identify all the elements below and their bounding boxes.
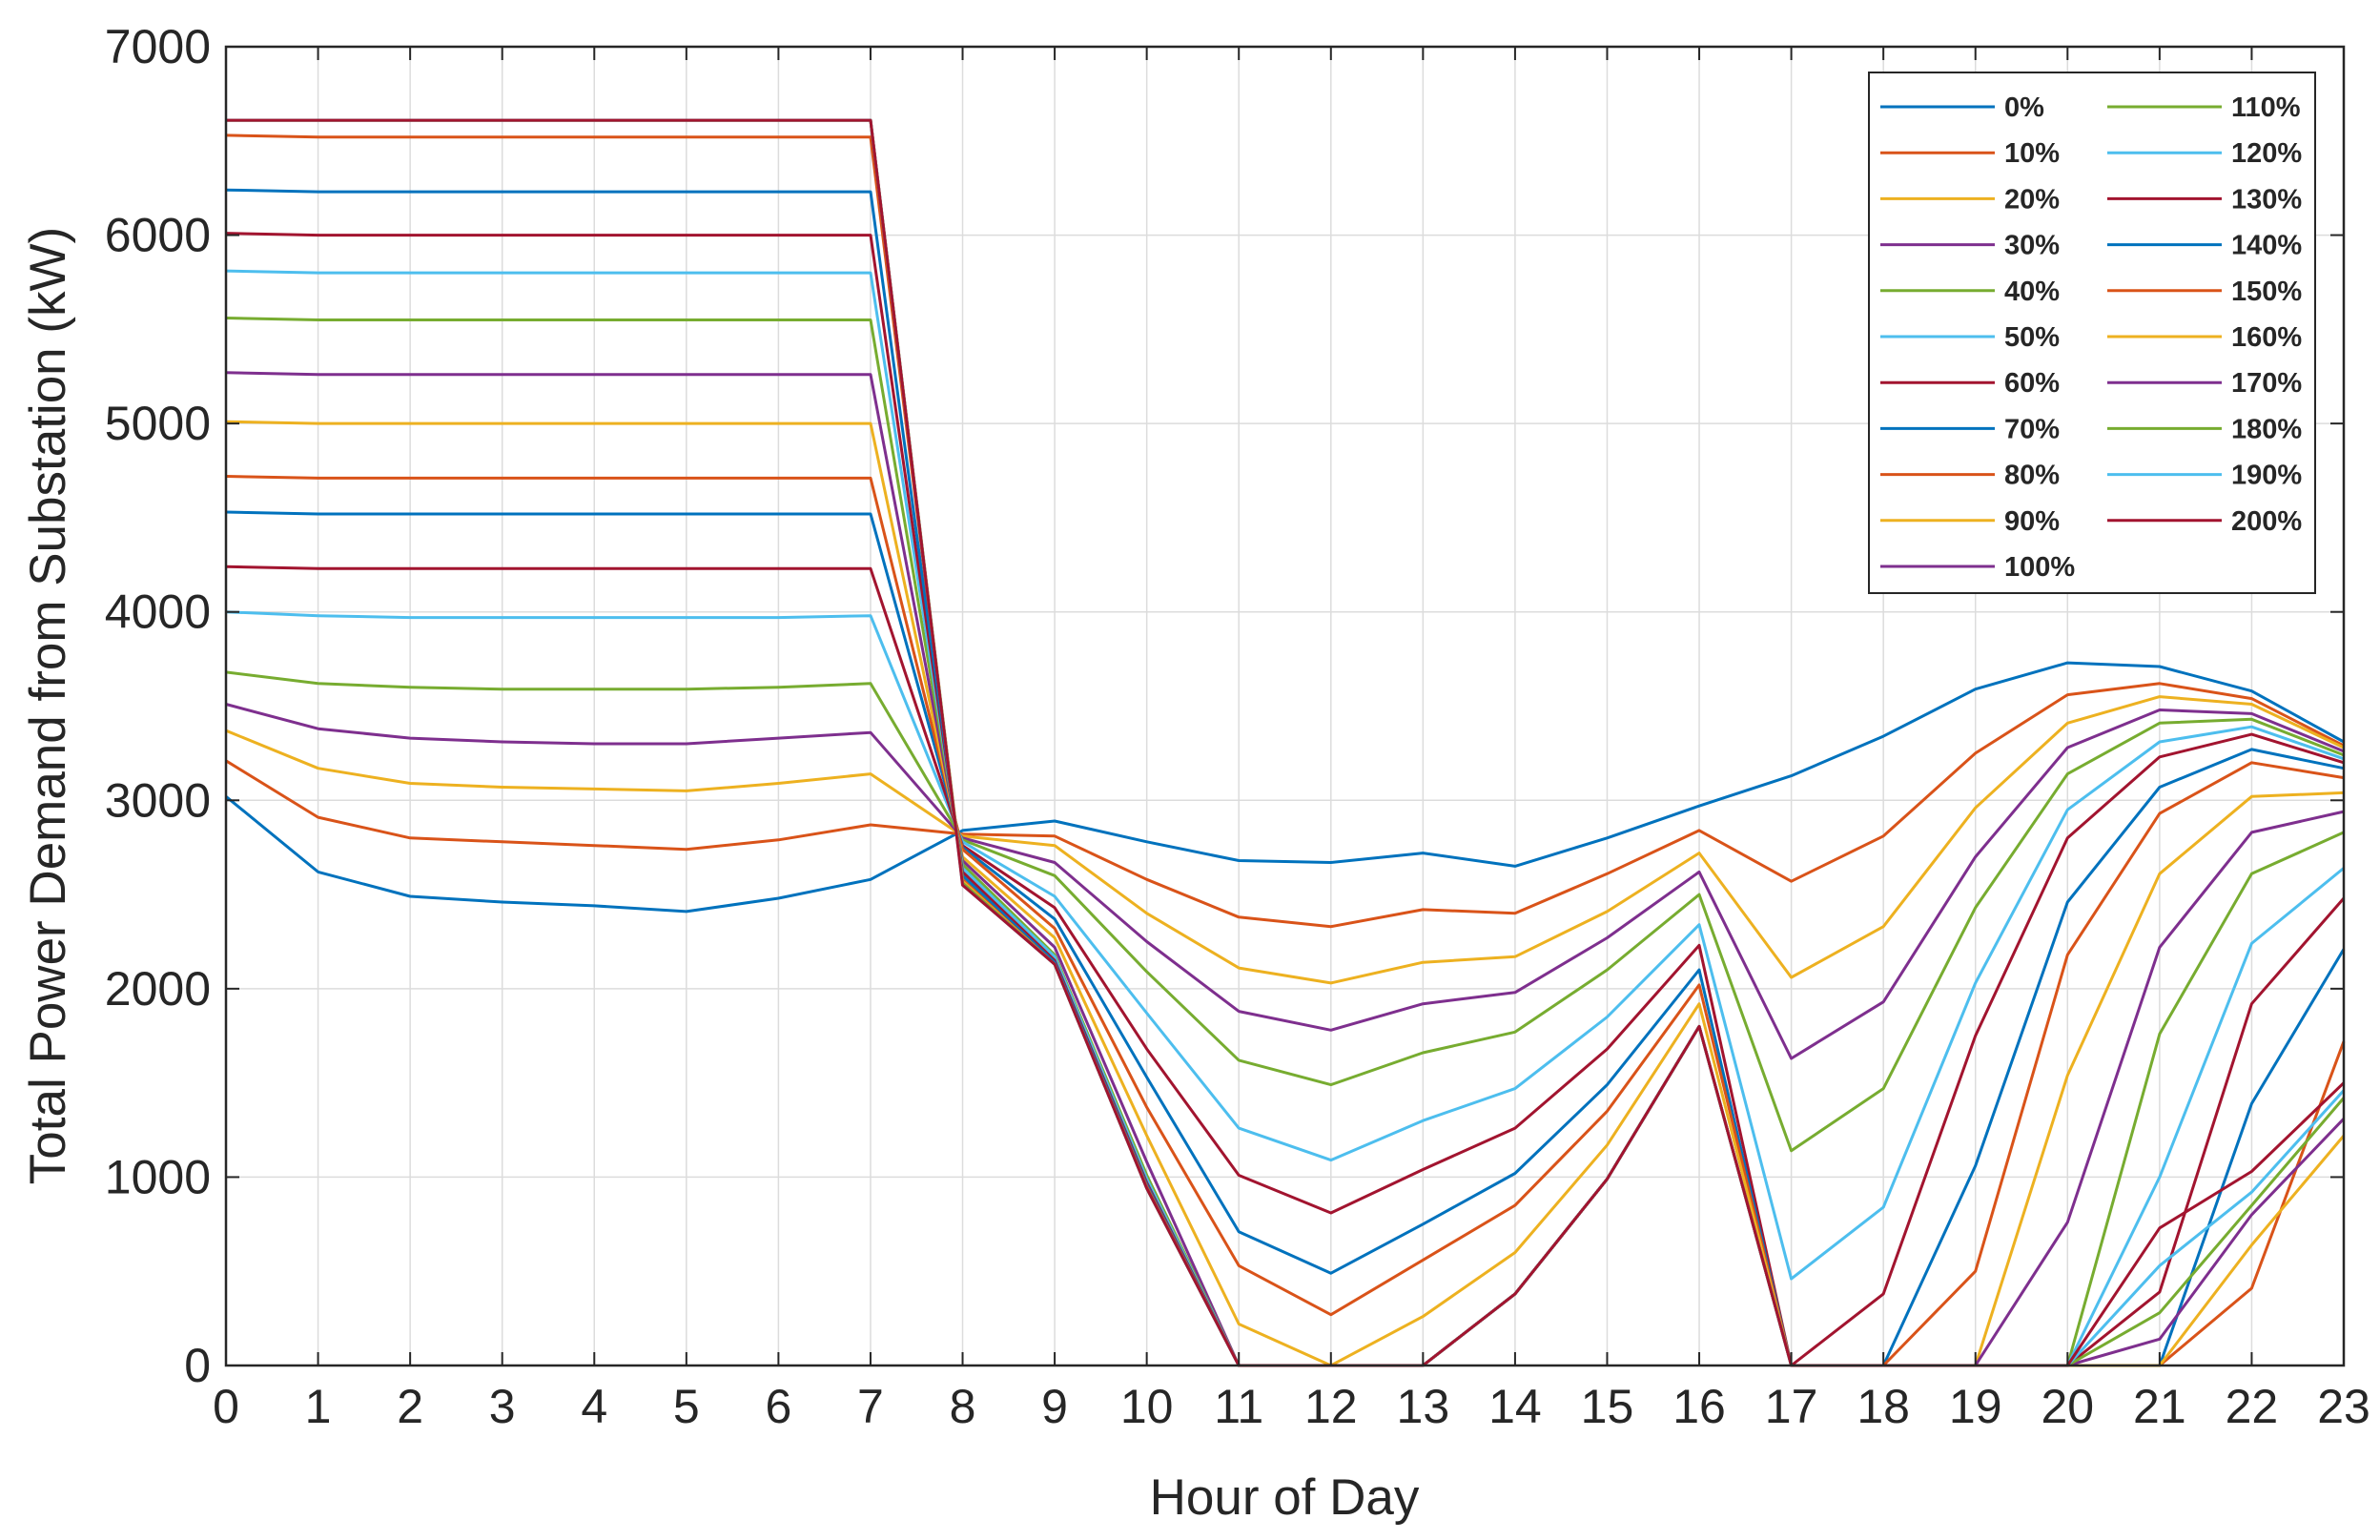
series-line bbox=[225, 703, 2345, 1060]
legend-label: 120% bbox=[2231, 138, 2302, 169]
legend-label: 20% bbox=[2004, 184, 2060, 215]
y-axis: 0 1000 2000 3000 4000 5000 6000 7000 bbox=[105, 20, 2344, 1392]
series-line bbox=[225, 565, 2345, 1367]
legend-label: 10% bbox=[2004, 138, 2060, 169]
x-tick-label: 1 bbox=[305, 1380, 332, 1433]
y-tick-label: 0 bbox=[184, 1339, 211, 1392]
y-tick-label: 5000 bbox=[105, 397, 211, 450]
x-tick-label: 16 bbox=[1672, 1380, 1726, 1433]
x-tick-label: 2 bbox=[397, 1380, 423, 1433]
x-tick-label: 21 bbox=[2133, 1380, 2186, 1433]
x-tick-label: 6 bbox=[765, 1380, 791, 1433]
series-line bbox=[225, 475, 2345, 1367]
legend-label: 100% bbox=[2004, 552, 2075, 583]
x-tick-label: 13 bbox=[1397, 1380, 1450, 1433]
x-tick-label: 20 bbox=[2041, 1380, 2094, 1433]
legend-label: 140% bbox=[2231, 231, 2302, 261]
x-tick-label: 0 bbox=[213, 1380, 239, 1433]
x-tick-label: 3 bbox=[489, 1380, 516, 1433]
x-tick-label: 19 bbox=[1949, 1380, 2002, 1433]
x-tick-label: 23 bbox=[2317, 1380, 2370, 1433]
legend-label: 50% bbox=[2004, 322, 2060, 353]
legend-label: 90% bbox=[2004, 506, 2060, 537]
x-axis-label: Hour of Day bbox=[1150, 1469, 1420, 1526]
legend-label: 160% bbox=[2231, 322, 2302, 353]
y-tick-label: 7000 bbox=[105, 20, 211, 73]
x-tick-label: 18 bbox=[1857, 1380, 1910, 1433]
x-tick-label: 9 bbox=[1041, 1380, 1068, 1433]
x-tick-label: 22 bbox=[2226, 1380, 2279, 1433]
legend-label: 40% bbox=[2004, 277, 2060, 307]
x-tick-label: 12 bbox=[1304, 1380, 1358, 1433]
x-tick-label: 10 bbox=[1120, 1380, 1174, 1433]
series-line bbox=[225, 670, 2345, 1153]
x-axis: 0 1 2 3 4 5 6 7 8 9 10 11 12 13 14 15 16 17 18 19 20 21 22 23 bbox=[213, 47, 2370, 1433]
x-tick-label: 14 bbox=[1488, 1380, 1542, 1433]
series-line bbox=[225, 682, 2345, 929]
legend-label: 150% bbox=[2231, 277, 2302, 307]
y-tick-label: 3000 bbox=[105, 773, 211, 827]
x-tick-label: 7 bbox=[857, 1380, 884, 1433]
legend-label: 200% bbox=[2231, 506, 2302, 537]
y-tick-label: 2000 bbox=[105, 962, 211, 1016]
x-tick-label: 15 bbox=[1581, 1380, 1634, 1433]
x-tick-label: 4 bbox=[581, 1380, 607, 1433]
y-axis-label: Total Power Demand from Substation (kW) bbox=[20, 227, 76, 1184]
x-tick-label: 17 bbox=[1765, 1380, 1818, 1433]
series-line bbox=[225, 661, 2345, 914]
series-line bbox=[225, 510, 2345, 1367]
series-line bbox=[225, 420, 2345, 1367]
series-line bbox=[225, 610, 2345, 1281]
y-tick-label: 4000 bbox=[105, 585, 211, 639]
legend-label: 190% bbox=[2231, 461, 2302, 491]
legend-label: 30% bbox=[2004, 231, 2060, 261]
y-tick-label: 1000 bbox=[105, 1150, 211, 1203]
plot-area-frame bbox=[224, 45, 2346, 1367]
legend-label: 80% bbox=[2004, 461, 2060, 491]
legend-label: 180% bbox=[2231, 414, 2302, 444]
x-tick-label: 5 bbox=[673, 1380, 700, 1433]
legend: 0% 10% 20% 30% 40% 50% 60% 70% 80% 90% 100% 110% 120… bbox=[1868, 72, 2316, 594]
legend-box bbox=[1868, 72, 2316, 594]
legend-label: 170% bbox=[2231, 368, 2302, 399]
x-tick-label: 11 bbox=[1214, 1380, 1263, 1433]
y-tick-label: 6000 bbox=[105, 209, 211, 262]
series-line bbox=[225, 695, 2345, 985]
legend-label: 0% bbox=[2004, 92, 2044, 123]
legend-label: 70% bbox=[2004, 414, 2060, 444]
x-tick-label: 8 bbox=[950, 1380, 976, 1433]
legend-label: 110% bbox=[2231, 92, 2301, 123]
legend-label: 130% bbox=[2231, 184, 2302, 215]
legend-label: 60% bbox=[2004, 368, 2060, 399]
